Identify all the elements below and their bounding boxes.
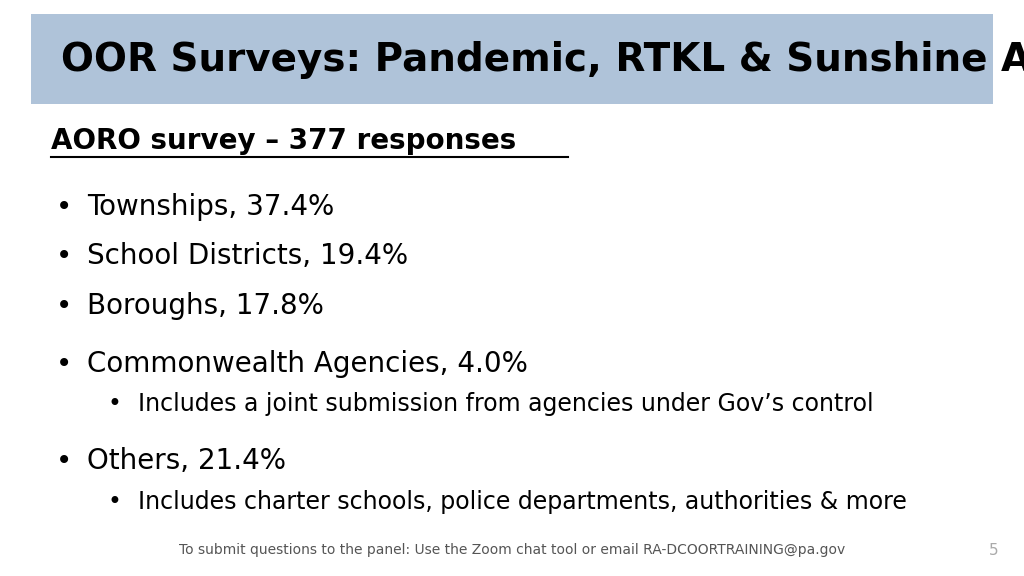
Text: •: • <box>56 242 73 270</box>
Text: •: • <box>56 293 73 320</box>
Text: Others, 21.4%: Others, 21.4% <box>87 447 286 475</box>
Text: Commonwealth Agencies, 4.0%: Commonwealth Agencies, 4.0% <box>87 350 528 378</box>
Text: OOR Surveys: Pandemic, RTKL & Sunshine Act: OOR Surveys: Pandemic, RTKL & Sunshine A… <box>61 41 1024 79</box>
Text: AORO survey – 377 responses: AORO survey – 377 responses <box>51 127 516 155</box>
Text: Boroughs, 17.8%: Boroughs, 17.8% <box>87 293 324 320</box>
Text: Townships, 37.4%: Townships, 37.4% <box>87 194 334 221</box>
FancyBboxPatch shape <box>31 14 993 104</box>
Text: 5: 5 <box>989 543 998 558</box>
Text: Includes charter schools, police departments, authorities & more: Includes charter schools, police departm… <box>138 490 907 514</box>
Text: •: • <box>56 194 73 221</box>
Text: •: • <box>108 490 122 514</box>
Text: To submit questions to the panel: Use the Zoom chat tool or email RA-DCOORTRAINI: To submit questions to the panel: Use th… <box>179 543 845 557</box>
Text: •: • <box>108 392 122 416</box>
Text: Includes a joint submission from agencies under Gov’s control: Includes a joint submission from agencie… <box>138 392 873 416</box>
Text: •: • <box>56 350 73 378</box>
Text: •: • <box>56 447 73 475</box>
Text: School Districts, 19.4%: School Districts, 19.4% <box>87 242 409 270</box>
